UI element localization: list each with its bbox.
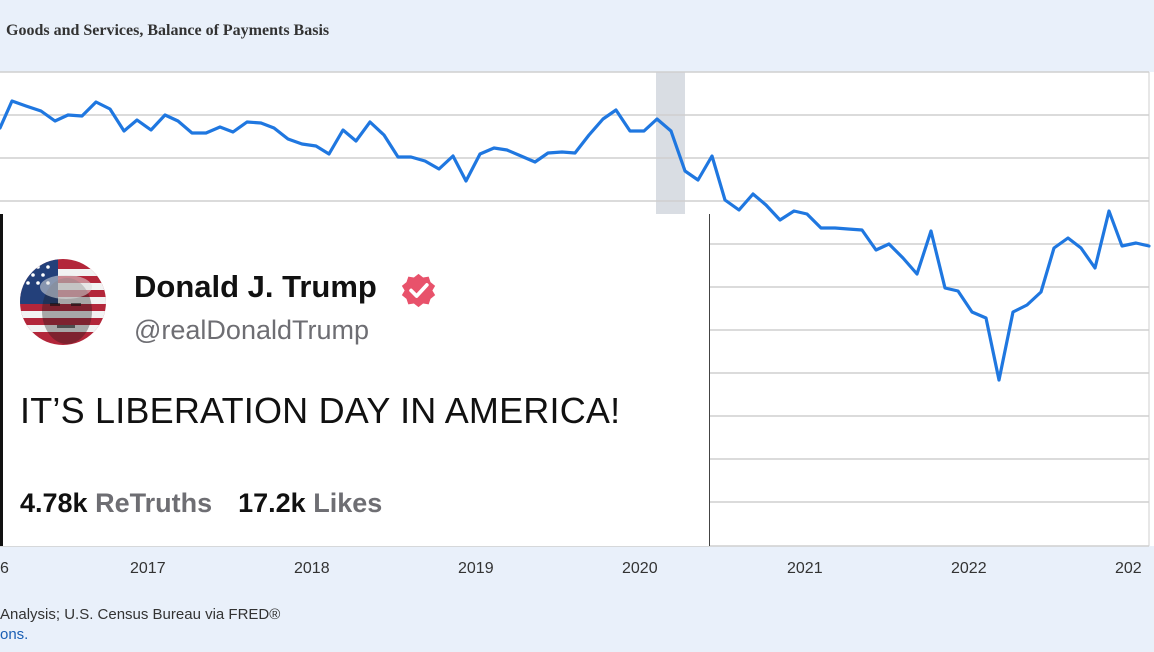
x-tick-label: 6 bbox=[0, 560, 9, 577]
author-name[interactable]: Donald J. Trump bbox=[134, 269, 377, 304]
post-text: IT’S LIBERATION DAY IN AMERICA! bbox=[20, 390, 621, 431]
retruths-count: 4.78k bbox=[20, 488, 88, 518]
x-tick-label: 202 bbox=[1115, 560, 1142, 577]
chart-header: Goods and Services, Balance of Payments … bbox=[0, 0, 1154, 64]
x-tick-label: 2020 bbox=[622, 560, 658, 577]
x-tick-label: 2018 bbox=[294, 560, 330, 577]
x-tick-label: 2019 bbox=[458, 560, 494, 577]
avatar-image bbox=[20, 259, 106, 345]
retruths-label[interactable]: ReTruths bbox=[95, 488, 213, 518]
source-note: Analysis; U.S. Census Bureau via FRED® bbox=[0, 606, 281, 623]
verified-badge-icon bbox=[401, 273, 436, 308]
chart-title: Goods and Services, Balance of Payments … bbox=[6, 22, 330, 39]
notes-link[interactable]: ons. bbox=[0, 626, 29, 643]
author-handle[interactable]: @realDonaldTrump bbox=[134, 315, 369, 345]
trade-balance-line bbox=[0, 99, 1151, 382]
tweet-card: Donald J. Trump @realDonaldTrump IT’S LI… bbox=[0, 214, 710, 546]
likes-count: 17.2k bbox=[238, 488, 306, 518]
x-tick-label: 2021 bbox=[787, 560, 823, 577]
avatar bbox=[20, 259, 106, 345]
likes-label[interactable]: Likes bbox=[313, 488, 383, 518]
x-axis: 6 2017 2018 2019 2020 2021 2022 202 bbox=[0, 560, 1142, 577]
post-stats: 4.78k ReTruths 17.2k Likes bbox=[20, 488, 382, 519]
x-tick-label: 2022 bbox=[951, 560, 987, 577]
x-tick-label: 2017 bbox=[130, 560, 166, 577]
